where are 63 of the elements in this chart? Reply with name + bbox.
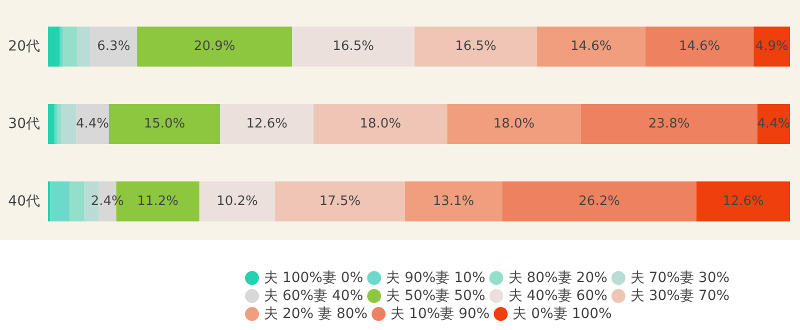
bar: [50, 181, 70, 222]
legend-label: 夫 40%妻 60%: [508, 288, 608, 304]
bar: [62, 26, 77, 67]
data-label: 6.3%: [97, 39, 130, 54]
bar: [58, 104, 62, 144]
data-label: 14.6%: [678, 39, 720, 54]
legend-label: 夫 0%妻 100%: [512, 306, 612, 322]
data-label: 11.2%: [137, 194, 178, 209]
data-label: 4.9%: [755, 39, 788, 54]
data-label: 23.8%: [648, 116, 690, 132]
data-label: 18.0%: [493, 116, 535, 132]
bar: [90, 26, 138, 67]
legend-label: 夫 10%妻 90%: [390, 306, 490, 322]
bar: [54, 104, 58, 144]
legend-label: 夫 90%妻 10%: [386, 270, 486, 286]
legend-label: 夫 50%妻 50%: [386, 288, 486, 304]
bar: [502, 181, 697, 222]
bar: [61, 104, 76, 144]
bar: [76, 26, 90, 67]
bar: [137, 26, 292, 67]
bar: [275, 181, 405, 222]
bar: [70, 181, 84, 222]
data-label: 12.6%: [722, 194, 764, 209]
data-label: 4.4%: [76, 116, 110, 132]
bar: [754, 26, 790, 67]
bar: [314, 104, 448, 144]
bar: [645, 26, 754, 67]
data-label: 18.0%: [360, 116, 402, 132]
data-label: 20.9%: [194, 39, 236, 54]
data-label: 15.0%: [144, 116, 186, 132]
data-label: 16.5%: [332, 39, 374, 54]
bar: [696, 181, 790, 222]
bar: [404, 181, 502, 222]
bar: [48, 104, 55, 144]
legend-label: 夫 100%妻 0%: [264, 270, 364, 286]
bar: [76, 104, 109, 144]
bar: [292, 26, 415, 67]
bar: [48, 26, 60, 67]
y-tick-label: 20代: [8, 38, 40, 55]
data-label: 26.2%: [578, 194, 620, 209]
legend-label: 夫 20% 妻 80%: [264, 306, 368, 322]
data-label: 16.5%: [455, 39, 496, 54]
bar: [220, 104, 314, 144]
bar: [536, 26, 646, 67]
data-label: 10.2%: [216, 194, 258, 209]
bar: [757, 104, 790, 144]
data-label: 14.6%: [570, 39, 612, 54]
data-label: 13.1%: [432, 194, 474, 209]
data-label: 4.4%: [757, 116, 790, 132]
legend-label: 夫 80%妻 20%: [508, 270, 608, 286]
bar: [414, 26, 537, 67]
legend-label: 夫 70%妻 30%: [630, 270, 730, 286]
bar: [447, 104, 581, 144]
y-tick-label: 40代: [8, 193, 40, 210]
bar: [199, 181, 276, 222]
bar: [108, 104, 220, 144]
bar: [580, 104, 758, 144]
legend-label: 夫 30%妻 70%: [630, 288, 730, 304]
data-label: 12.6%: [246, 116, 288, 132]
legend-label: 夫 60%妻 40%: [264, 288, 364, 304]
y-tick-label: 30代: [8, 116, 40, 132]
data-label: 17.5%: [319, 194, 361, 209]
bar: [60, 26, 63, 67]
